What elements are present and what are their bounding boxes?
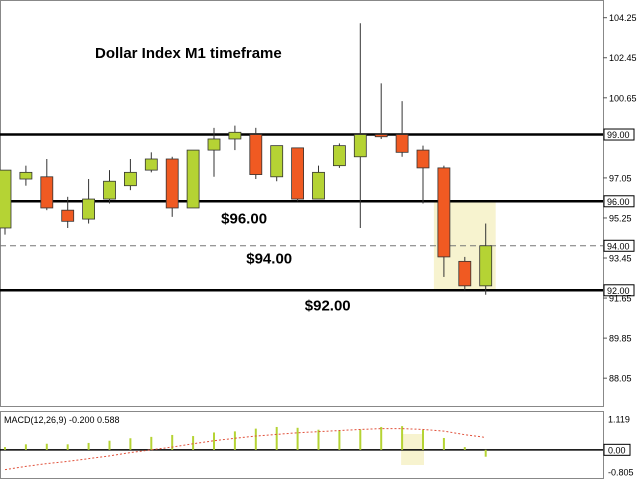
candle [395, 101, 409, 157]
candle [228, 125, 242, 151]
candle [40, 158, 54, 211]
level-tag-92-00: 92.00 [607, 286, 630, 296]
level-lines: 99.00 96.00 94.00 92.00 [0, 128, 635, 297]
candle-body-bear [291, 147, 305, 200]
y-tick-label: 89.85 [609, 334, 632, 344]
macd-y-tick-label: 0.00 [608, 445, 626, 455]
price-annotations: $96.00 $94.00 $92.00 [221, 211, 350, 315]
candle-body-bull [144, 158, 158, 171]
candle [416, 145, 430, 204]
macd-label: MACD(12,26,9) -0.200 0.588 [4, 415, 120, 425]
macd-indicator: 1.119 0.00 -0.805 [0, 415, 634, 478]
level-tag-box [603, 239, 635, 252]
candle-body-bull [19, 171, 33, 180]
candle [207, 127, 221, 177]
candle [165, 156, 179, 217]
macd-zero-tag-box [603, 443, 631, 456]
candle [291, 147, 305, 202]
candle [458, 256, 472, 291]
candle [61, 196, 75, 228]
candle-body-bull [186, 149, 200, 209]
price-annotation: $92.00 [305, 297, 351, 314]
y-tick-label: 104.25 [609, 13, 637, 23]
candle [0, 169, 12, 235]
candle-body-bear [458, 260, 472, 287]
level-tag-99-00: 99.00 [607, 130, 630, 140]
level-tag-94-00: 94.00 [607, 241, 630, 251]
candle-body-bull [312, 171, 325, 200]
candle [374, 83, 388, 139]
y-tick-label: 102.45 [609, 53, 637, 63]
macd-signal-line [4, 428, 486, 471]
candle-body-bear [165, 158, 179, 209]
candle [144, 152, 158, 173]
candle-body-bear [61, 209, 75, 222]
level-tag-box [603, 128, 635, 141]
y-tick-label: 97.05 [609, 173, 632, 183]
candle-body-bear [395, 134, 409, 153]
y-tick-label: 88.05 [609, 374, 632, 384]
candle-body-bear [416, 149, 430, 169]
y-tick-label: 95.25 [609, 213, 632, 223]
level-tag-96-00: 96.00 [607, 197, 630, 207]
candle-body-bull [0, 169, 12, 229]
candle-body-bear [374, 134, 388, 138]
candle-body-bull [82, 198, 95, 220]
candle-body-bear [40, 176, 54, 209]
y-tick-label: 91.65 [609, 294, 632, 304]
candles [0, 23, 493, 295]
candle [82, 179, 95, 224]
candle [19, 165, 33, 186]
candle-body-bear [437, 167, 451, 258]
price-annotation: $96.00 [221, 211, 267, 228]
candle-body-bull [332, 145, 346, 167]
candle-body-bull [270, 145, 284, 178]
y-tick-label: 100.65 [609, 93, 637, 103]
candle-body-bull [103, 180, 116, 200]
candle [353, 23, 367, 228]
candle [124, 158, 137, 191]
candle [270, 145, 284, 182]
level-tag-box [603, 195, 635, 208]
candle-body-bull [228, 131, 242, 140]
candle [437, 165, 451, 277]
chart-title: Dollar Index M1 timeframe [95, 45, 282, 62]
candle [312, 165, 325, 200]
candle-body-bull [353, 134, 367, 158]
candle [249, 127, 263, 180]
candle [103, 170, 116, 204]
candle-body-bull [479, 245, 493, 287]
candle [186, 149, 200, 209]
macd-y-tick-label: -0.805 [608, 468, 634, 478]
candle [332, 143, 346, 168]
candle-body-bull [124, 171, 137, 187]
candle [479, 223, 493, 295]
macd-y-tick-label: 1.119 [608, 415, 630, 425]
price-annotation: $94.00 [246, 251, 292, 268]
candle-body-bull [207, 138, 221, 151]
y-tick-label: 93.45 [609, 254, 632, 264]
level-tag-box [603, 284, 635, 297]
candle-body-bear [249, 134, 263, 175]
price-axis: 104.25 102.45 100.65 97.05 95.25 93.45 91.65 89… [603, 13, 637, 384]
